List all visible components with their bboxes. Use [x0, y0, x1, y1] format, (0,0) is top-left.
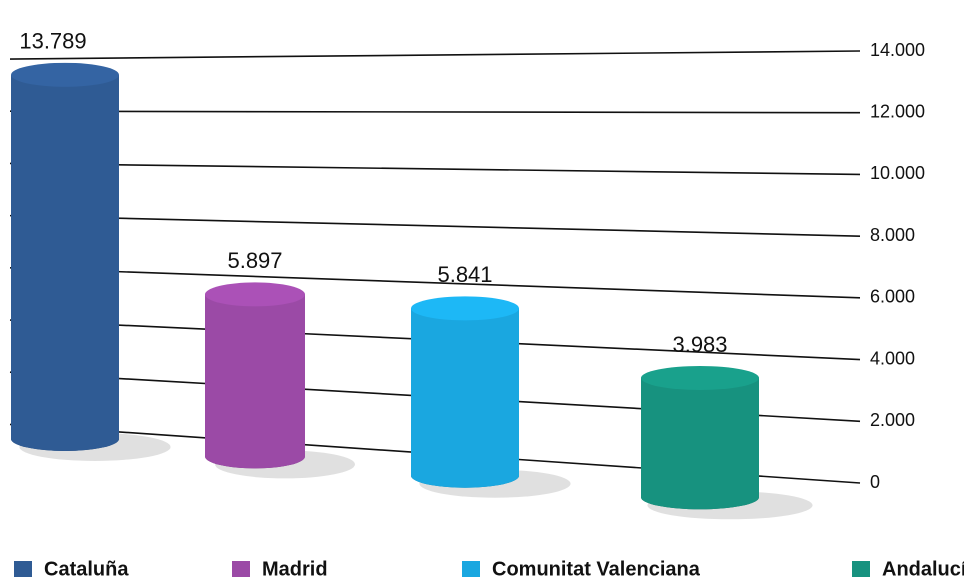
- legend-swatch: [852, 561, 870, 577]
- y-tick-label: 10.000: [870, 163, 925, 183]
- legend-label: Comunitat Valenciana: [492, 558, 701, 580]
- y-tick-label: 14.000: [870, 40, 925, 60]
- grid-line: [9, 50, 861, 60]
- value-label: 5.841: [437, 262, 492, 287]
- y-tick-label: 12.000: [870, 101, 925, 121]
- value-label: 5.897: [227, 248, 282, 273]
- legend-label: Andalucía: [882, 558, 964, 580]
- y-tick-label: 2.000: [870, 410, 915, 430]
- legend-swatch: [14, 561, 32, 577]
- y-tick-label: 6.000: [870, 287, 915, 307]
- value-label: 13.789: [19, 29, 86, 54]
- y-tick-label: 4.000: [870, 348, 915, 368]
- grid-line: [9, 110, 861, 114]
- y-tick-label: 0: [870, 472, 880, 492]
- bar: [641, 365, 813, 520]
- value-label: 3.983: [672, 332, 727, 357]
- bar: [11, 62, 171, 461]
- legend-swatch: [232, 561, 250, 577]
- legend-label: Cataluña: [44, 558, 129, 580]
- grid-line: [9, 214, 861, 237]
- bar: [205, 282, 355, 479]
- y-tick-label: 8.000: [870, 225, 915, 245]
- grid-line: [9, 162, 861, 176]
- bar: [411, 296, 571, 498]
- grid-line: [9, 267, 861, 299]
- legend-label: Madrid: [262, 558, 328, 580]
- legend-swatch: [462, 561, 480, 577]
